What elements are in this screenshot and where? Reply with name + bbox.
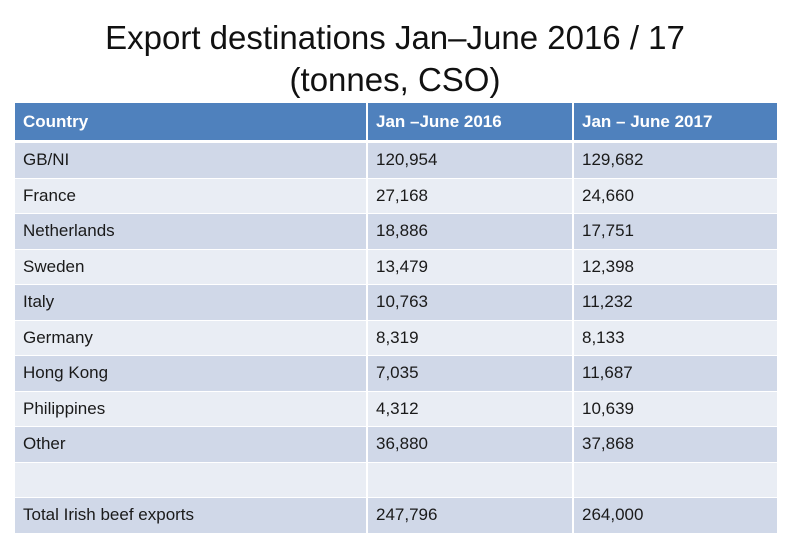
table-body: GB/NI 120,954 129,682 France 27,168 24,660 Net…	[15, 141, 779, 534]
cell-2017: 11,232	[573, 284, 779, 321]
table-row: Total Irish beef exports 247,796 264,000	[15, 497, 779, 534]
table-row: Netherlands 18,886 17,751	[15, 213, 779, 250]
cell-country: Netherlands	[15, 213, 368, 250]
table-row: Germany 8,319 8,133	[15, 320, 779, 356]
cell-2017: 8,133	[573, 320, 779, 356]
cell-2016: 13,479	[367, 249, 574, 285]
cell-2017	[573, 462, 779, 498]
slide-subtitle: (tonnes, CSO)	[289, 61, 501, 98]
cell-2017: 129,682	[573, 141, 779, 179]
cell-country: Total Irish beef exports	[15, 497, 368, 534]
table-row: Hong Kong 7,035 11,687	[15, 355, 779, 392]
cell-2016: 10,763	[367, 284, 574, 321]
cell-2016: 36,880	[367, 426, 574, 463]
slide-title: Export destinations Jan–June 2016 / 17	[105, 19, 685, 56]
cell-2017: 17,751	[573, 213, 779, 250]
table-row: Philippines 4,312 10,639	[15, 391, 779, 427]
table-row: France 27,168 24,660	[15, 178, 779, 214]
cell-country: Italy	[15, 284, 368, 321]
cell-2017: 12,398	[573, 249, 779, 285]
export-table: Country Jan –June 2016 Jan – June 2017 G…	[15, 103, 779, 534]
cell-2016: 4,312	[367, 391, 574, 427]
cell-country: GB/NI	[15, 141, 368, 179]
cell-2017: 10,639	[573, 391, 779, 427]
cell-2017: 24,660	[573, 178, 779, 214]
header-2016: Jan –June 2016	[367, 103, 574, 143]
cell-2016: 120,954	[367, 141, 574, 179]
table-row: Italy 10,763 11,232	[15, 284, 779, 321]
cell-country: Other	[15, 426, 368, 463]
cell-2017: 11,687	[573, 355, 779, 392]
cell-country: France	[15, 178, 368, 214]
cell-2016: 247,796	[367, 497, 574, 534]
table-row: Other 36,880 37,868	[15, 426, 779, 463]
cell-2016: 18,886	[367, 213, 574, 250]
cell-2017: 264,000	[573, 497, 779, 534]
cell-2016: 7,035	[367, 355, 574, 392]
cell-country: Philippines	[15, 391, 368, 427]
header-country: Country	[15, 103, 368, 143]
table-row	[15, 462, 779, 498]
cell-2016: 8,319	[367, 320, 574, 356]
cell-country: Sweden	[15, 249, 368, 285]
cell-2017: 37,868	[573, 426, 779, 463]
cell-2016	[367, 462, 574, 498]
cell-2016: 27,168	[367, 178, 574, 214]
header-row: Country Jan –June 2016 Jan – June 2017	[15, 103, 779, 143]
cell-country: Germany	[15, 320, 368, 356]
header-2017: Jan – June 2017	[573, 103, 779, 143]
table-row: Sweden 13,479 12,398	[15, 249, 779, 285]
cell-country: Hong Kong	[15, 355, 368, 392]
cell-country	[15, 462, 368, 498]
table-row: GB/NI 120,954 129,682	[15, 141, 779, 179]
